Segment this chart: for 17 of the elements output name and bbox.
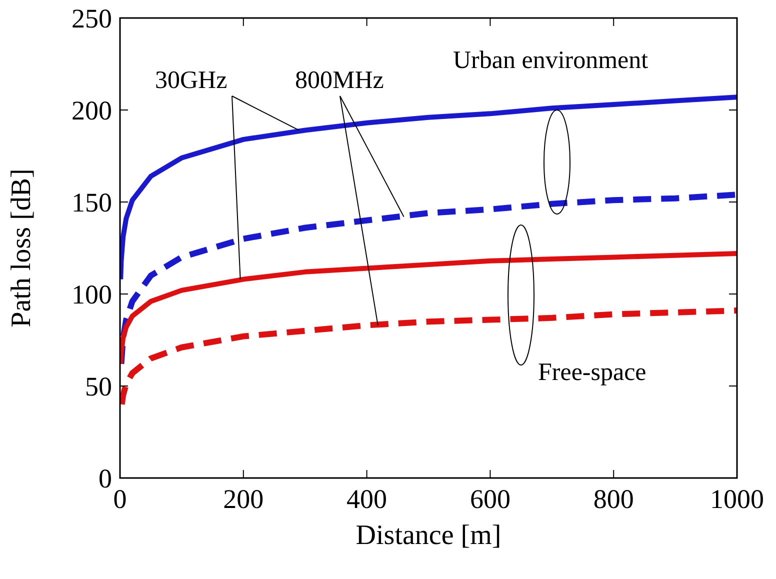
y-tick-label: 200 [72, 95, 112, 126]
y-tick-label: 0 [98, 463, 112, 494]
y-tick-label: 100 [72, 279, 112, 310]
x-tick-label: 800 [593, 484, 634, 514]
x-axis-title: Distance [m] [356, 520, 502, 551]
annotation: Free-space [538, 359, 646, 386]
x-tick-label: 400 [346, 484, 388, 514]
x-tick-label: 600 [470, 484, 510, 514]
annotation: 800MHz [295, 67, 384, 94]
y-tick-label: 50 [85, 371, 112, 402]
x-tick-label: 200 [223, 484, 264, 514]
y-tick-label: 150 [72, 187, 112, 218]
annotation: 30GHz [155, 67, 228, 94]
y-axis-title: Path loss [dB] [6, 168, 37, 328]
x-tick-label: 1000 [710, 484, 764, 514]
y-tick-label: 250 [72, 3, 112, 34]
annotation: Urban environment [453, 47, 648, 74]
